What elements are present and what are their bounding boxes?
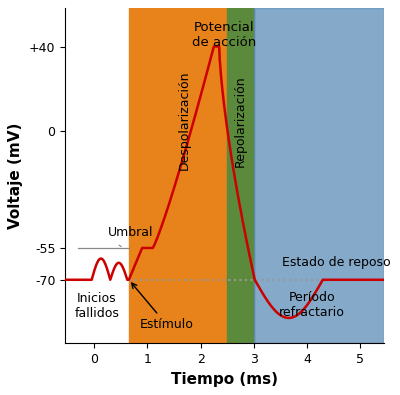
Text: Inicios
fallidos: Inicios fallidos <box>74 292 120 320</box>
Bar <box>254 8 384 343</box>
Bar <box>129 8 227 343</box>
Text: Despolarización: Despolarización <box>178 71 191 171</box>
Text: Estímulo: Estímulo <box>132 283 193 331</box>
Text: Umbral: Umbral <box>108 226 153 239</box>
Text: Potencial
de acción: Potencial de acción <box>192 21 257 49</box>
Text: Estado de reposo: Estado de reposo <box>282 256 390 269</box>
X-axis label: Tiempo (ms): Tiempo (ms) <box>171 372 278 387</box>
Y-axis label: Voltaje (mV): Voltaje (mV) <box>8 123 23 229</box>
Text: Repolarización: Repolarización <box>234 75 247 167</box>
Text: Período
refractario: Período refractario <box>279 291 345 319</box>
Bar <box>227 8 254 343</box>
